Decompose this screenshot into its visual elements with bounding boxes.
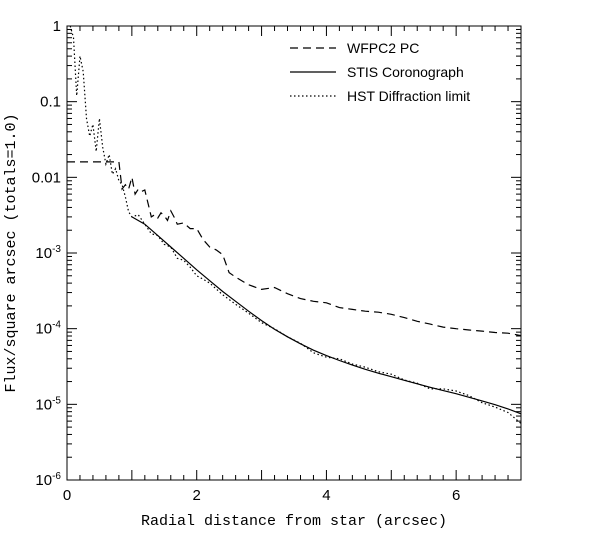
series-line-1 (131, 216, 522, 415)
series-layer (67, 25, 522, 424)
x-tick-label: 0 (63, 487, 71, 504)
tick-labels: 0 2 4 6 1 0.1 0.01 10-3 10-4 10-5 10-6 (32, 18, 461, 504)
legend-label-0: WFPC2 PC (347, 40, 419, 56)
x-tick-label: 2 (193, 487, 201, 504)
x-axis-label: Radial distance from star (arcsec) (141, 513, 447, 530)
y-tick-label: 10-4 (35, 320, 61, 338)
y-axis-label: Flux/square arcsec (totals=1.0) (3, 113, 20, 392)
y-tick-label: 10-3 (35, 244, 61, 262)
legend-label-1: STIS Coronograph (347, 64, 464, 80)
x-tick-label: 6 (452, 487, 460, 504)
y-tick-label: 0.1 (40, 94, 61, 111)
x-tick-label: 4 (322, 487, 330, 504)
legend-label-2: HST Diffraction limit (347, 88, 470, 104)
legend: WFPC2 PC STIS Coronograph HST Diffraction … (290, 40, 470, 104)
series-line-2 (69, 25, 522, 424)
y-tick-label: 10-5 (35, 395, 61, 413)
y-tick-label: 0.01 (32, 169, 61, 186)
y-tick-label: 1 (53, 18, 61, 35)
axis-ticks (66, 25, 522, 481)
y-tick-label: 10-6 (35, 471, 61, 489)
series-line-0 (67, 161, 522, 337)
